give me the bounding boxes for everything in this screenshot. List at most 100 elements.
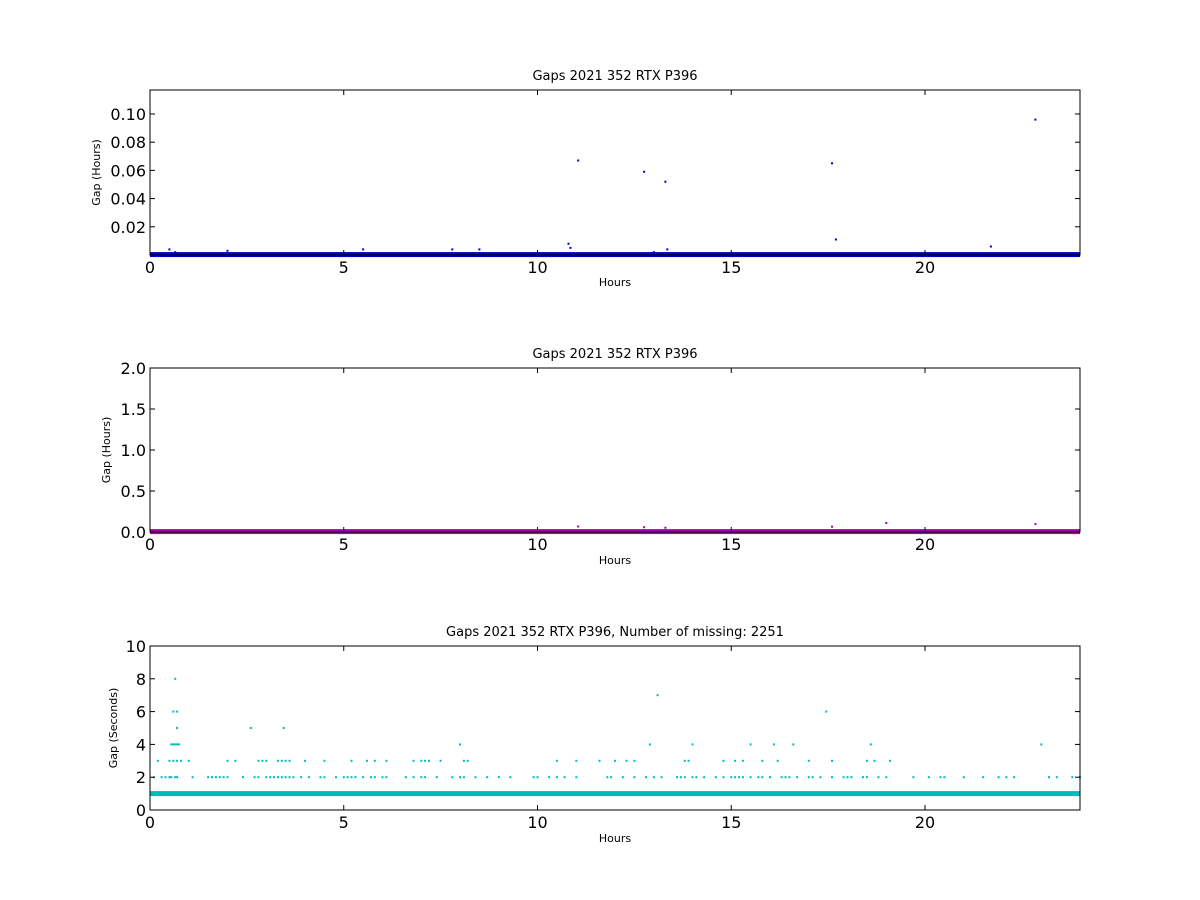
data-point: [276, 776, 279, 779]
data-point: [168, 776, 171, 779]
data-point: [174, 776, 177, 779]
data-point: [176, 776, 179, 779]
data-point: [532, 776, 535, 779]
data-point: [280, 776, 283, 779]
data-point: [846, 776, 849, 779]
chart-title: Gaps 2021 352 RTX P396: [532, 69, 697, 84]
data-point: [730, 776, 733, 779]
data-point: [172, 743, 175, 746]
data-point: [459, 776, 461, 779]
data-point: [1013, 776, 1016, 779]
data-point: [738, 776, 740, 779]
data-point: [168, 248, 171, 251]
data-point: [548, 776, 551, 779]
data-point: [703, 776, 706, 779]
x-tick-label: 0: [145, 258, 155, 277]
data-point: [656, 694, 659, 697]
data-point: [362, 776, 365, 779]
data-point: [160, 776, 163, 779]
data-point: [567, 242, 570, 245]
data-point: [865, 759, 868, 762]
data-point: [304, 759, 306, 762]
data-point: [381, 776, 384, 779]
data-point: [757, 776, 760, 779]
data-point: [691, 776, 694, 779]
data-point: [691, 743, 694, 746]
x-axis-label: Hours: [599, 554, 631, 567]
x-tick-label: 15: [721, 535, 741, 554]
data-point: [811, 776, 814, 779]
plot-area: [149, 367, 1081, 533]
data-point: [214, 776, 217, 779]
data-point: [373, 776, 376, 779]
data-point: [288, 776, 291, 779]
y-tick-label: 4: [136, 735, 146, 754]
y-tick-label: 0.08: [110, 133, 146, 152]
data-point: [369, 776, 372, 779]
y-tick-label: 1.5: [121, 400, 146, 419]
data-point: [261, 759, 264, 762]
y-tick-label: 2.0: [121, 359, 146, 378]
data-point: [563, 776, 566, 779]
data-point: [335, 776, 337, 779]
data-point: [885, 776, 888, 779]
data-point: [1005, 776, 1008, 779]
data-point: [633, 759, 636, 762]
y-tick-label: 6: [136, 703, 146, 722]
data-point: [385, 759, 388, 762]
data-point: [211, 776, 213, 779]
data-point: [269, 776, 272, 779]
data-point: [664, 180, 667, 183]
data-point: [172, 710, 175, 713]
y-tick-label: 0.02: [110, 218, 146, 237]
data-point: [226, 249, 229, 252]
data-point: [666, 248, 669, 251]
data-point: [373, 759, 376, 762]
data-point: [412, 776, 415, 779]
data-point: [284, 776, 287, 779]
x-tick-label: 15: [721, 258, 741, 277]
data-point: [168, 759, 171, 762]
data-point: [679, 776, 682, 779]
chart-panel-1: 0 5 10 15 20 0.02 0.04 0.06 0.08 0.10 Gaps 2021 35…: [90, 69, 1081, 289]
data-point: [776, 759, 779, 762]
data-point: [555, 759, 558, 762]
data-point: [180, 759, 182, 762]
y-tick-label: 0.10: [110, 105, 146, 124]
data-point: [462, 776, 465, 779]
data-point: [850, 776, 853, 779]
data-point: [569, 246, 572, 249]
data-point: [265, 759, 268, 762]
data-point: [788, 776, 791, 779]
data-point: [927, 776, 930, 779]
data-point: [792, 743, 795, 746]
data-point: [643, 170, 646, 173]
data-point: [497, 776, 500, 779]
data-point: [831, 162, 833, 165]
data-point: [885, 522, 888, 524]
data-point: [176, 759, 179, 762]
data-point: [862, 776, 864, 779]
y-axis-label: Gap (Hours): [100, 417, 113, 484]
data-point: [226, 759, 229, 762]
plot-area: [149, 645, 1081, 811]
data-point: [466, 759, 469, 762]
data-point: [280, 759, 283, 762]
x-tick-label: 10: [527, 258, 547, 277]
data-point: [354, 776, 357, 779]
data-point: [307, 776, 310, 779]
data-point: [362, 248, 365, 251]
data-point: [273, 776, 275, 779]
data-point: [807, 759, 810, 762]
data-point: [734, 759, 737, 762]
data-point: [784, 776, 787, 779]
x-tick-label: 0: [145, 535, 155, 554]
data-point: [207, 776, 210, 779]
data-point: [176, 710, 179, 713]
data-point: [435, 776, 438, 779]
data-point: [265, 776, 268, 779]
data-point: [648, 743, 651, 746]
data-point: [428, 759, 430, 762]
data-point: [722, 759, 725, 762]
data-point: [652, 776, 655, 779]
